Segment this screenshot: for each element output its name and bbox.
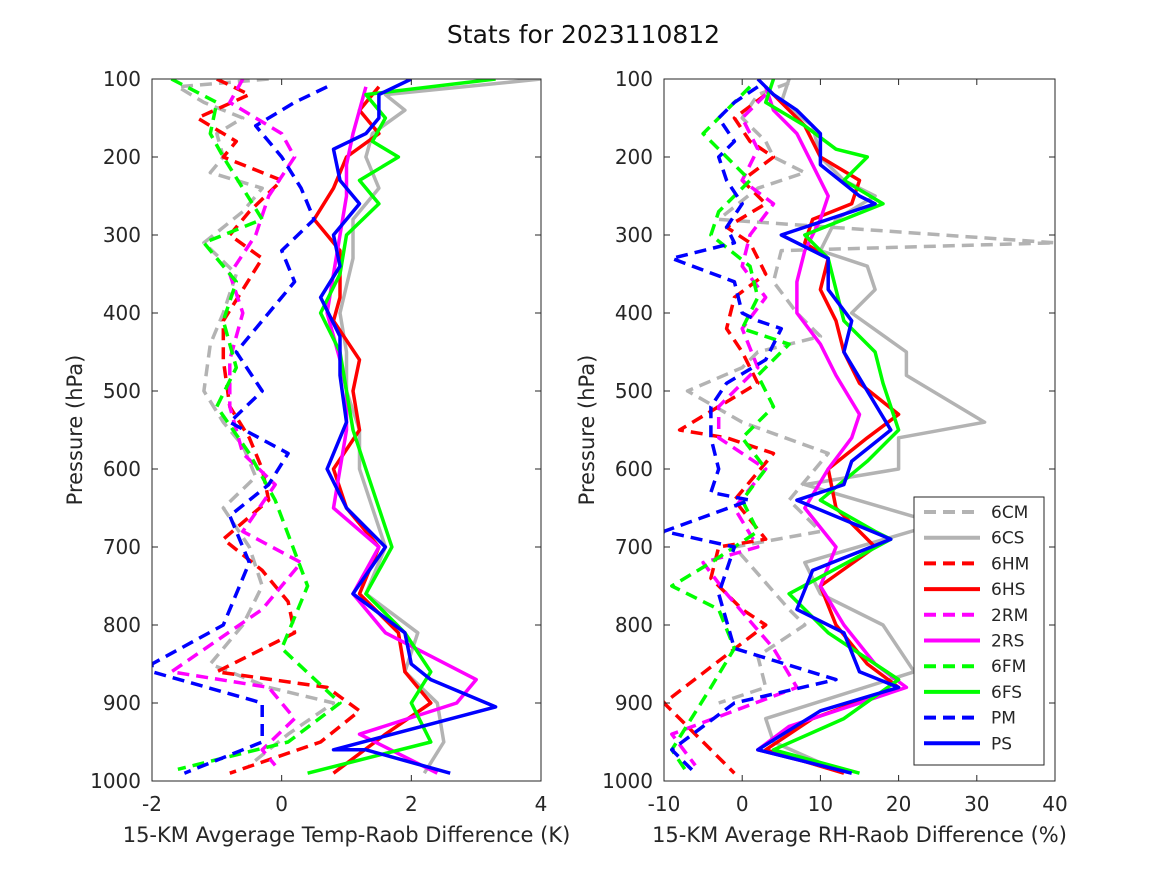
x-tick-label: 0: [275, 792, 288, 816]
y-tick-label: 200: [103, 145, 141, 169]
y-axis-label: Pressure (hPa): [575, 355, 599, 506]
series-group: [152, 79, 541, 775]
x-tick-label: 10: [808, 792, 833, 816]
axes-box: [151, 78, 542, 782]
legend-label-6hm: 6HM: [991, 554, 1029, 574]
series-line-6fm: [170, 79, 342, 771]
y-tick-label: 800: [615, 613, 653, 637]
legend-label-ps: PS: [991, 734, 1012, 754]
legend-label-6fs: 6FS: [991, 683, 1022, 703]
legend-label-pm: PM: [991, 709, 1016, 729]
axes-1: -2 0 2 4 100 200 300 400 500 600 700 800 900 1000 15-K…: [63, 67, 570, 847]
figure-title: Stats for 2023110812: [446, 20, 721, 49]
y-tick-label: 700: [615, 535, 653, 559]
y-tick-label: 200: [615, 145, 653, 169]
series-line-ps: [756, 79, 901, 775]
x-tick-label: 0: [736, 792, 749, 816]
x-tick-label: 30: [964, 792, 989, 816]
x-axis-label: 15-KM Avgerage Temp-Raob Difference (K): [123, 823, 571, 847]
series-line-6cs: [338, 79, 541, 775]
series-line-ps: [318, 79, 498, 775]
y-tick-label: 600: [103, 457, 141, 481]
legend-label-6cs: 6CS: [991, 529, 1024, 549]
y-tick-label: 800: [103, 613, 141, 637]
series-line-6cm: [176, 79, 336, 767]
y-tick-label: 700: [103, 535, 141, 559]
y-tick-label: 100: [103, 67, 141, 91]
y-tick-label: 100: [615, 67, 653, 91]
series-line-6hs: [763, 85, 901, 775]
x-tick-label: 4: [535, 792, 548, 816]
legend-label-2rs: 2RS: [991, 632, 1024, 652]
series-line-2rm: [670, 93, 799, 767]
series-line-6fs: [763, 79, 901, 775]
legend-label-2rm: 2RM: [991, 606, 1028, 626]
y-tick-label: 300: [615, 223, 653, 247]
axes-2: -10 0 10 20 30 40 100 200 300 400 500 600 700 800 900 1…: [575, 67, 1068, 847]
legend-box: [913, 496, 1045, 766]
y-tick-label: 1000: [602, 769, 653, 793]
series-line-6fs: [307, 79, 496, 775]
legend-label-6cm: 6CM: [991, 503, 1028, 523]
x-tick-label: -10: [648, 792, 681, 816]
x-tick-label: -2: [142, 792, 162, 816]
y-tick-label: 900: [615, 691, 653, 715]
x-tick-label: 20: [886, 792, 911, 816]
y-tick-label: 1000: [90, 769, 141, 793]
series-line-pm: [664, 85, 838, 775]
y-tick-label: 400: [615, 301, 653, 325]
series-line-2rm: [169, 79, 303, 767]
y-tick-label: 500: [615, 379, 653, 403]
legend: 6CM 6CS 6HM 6HS 2RM 2RS 6FM 6FS PM PS: [913, 496, 1045, 766]
x-tick-label: 2: [405, 792, 418, 816]
y-tick-label: 900: [103, 691, 141, 715]
y-tick-label: 600: [615, 457, 653, 481]
series-line-pm: [152, 85, 328, 775]
y-axis-label: Pressure (hPa): [63, 355, 87, 506]
x-axis-label: 15-KM Average RH-Raob Difference (%): [652, 823, 1067, 847]
legend-label-6fm: 6FM: [991, 657, 1026, 677]
series-line-6fm: [670, 85, 791, 775]
y-tick-label: 400: [103, 301, 141, 325]
series-group: [664, 79, 1055, 775]
series-line-6hs: [312, 85, 433, 775]
legend-label-6hs: 6HS: [991, 580, 1025, 600]
axes-box: [663, 78, 1056, 782]
y-tick-label: 300: [103, 223, 141, 247]
x-tick-label: 40: [1042, 792, 1067, 816]
y-tick-label: 500: [103, 379, 141, 403]
